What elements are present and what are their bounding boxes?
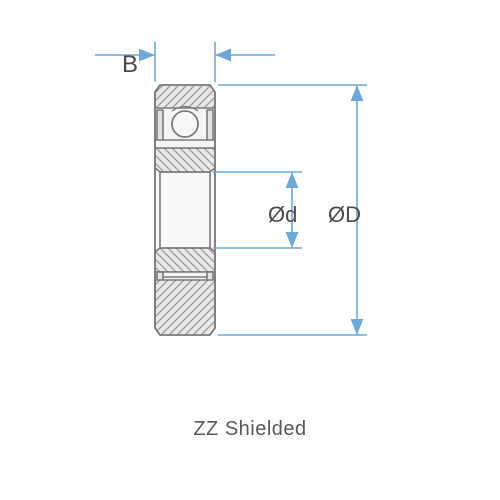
label-d: Ød <box>268 202 297 227</box>
diagram-caption: ZZ Shielded <box>0 418 500 441</box>
bearing-cross-section <box>155 85 215 335</box>
bottom-half <box>155 248 215 335</box>
top-half <box>155 85 215 172</box>
label-B: B <box>122 51 138 78</box>
diagram-stage: B Ød ØD ZZ Shielded <box>0 0 500 500</box>
label-D: ØD <box>328 202 361 227</box>
dimension-lines <box>95 42 367 335</box>
